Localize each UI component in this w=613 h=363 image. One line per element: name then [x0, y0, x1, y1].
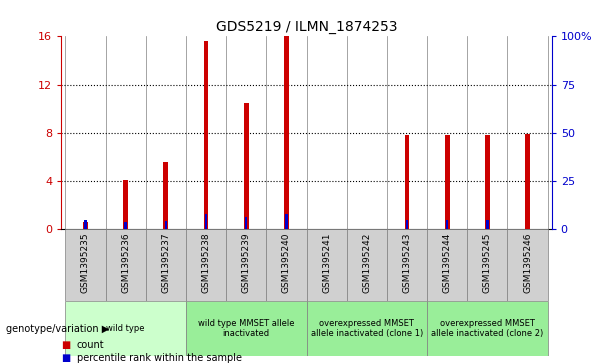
Text: GSM1395246: GSM1395246	[523, 233, 532, 293]
Text: GSM1395236: GSM1395236	[121, 233, 130, 293]
Bar	[405, 135, 409, 229]
Text: overexpressed MMSET
allele inactivated (clone 2): overexpressed MMSET allele inactivated (…	[432, 319, 544, 338]
Bar	[485, 135, 490, 229]
Bar	[245, 217, 248, 229]
Bar	[306, 302, 427, 356]
Text: GSM1395235: GSM1395235	[81, 233, 90, 293]
Text: GSM1395241: GSM1395241	[322, 233, 331, 293]
Text: count: count	[77, 340, 104, 350]
Text: wild type MMSET allele
inactivated: wild type MMSET allele inactivated	[198, 319, 294, 338]
Bar	[105, 229, 146, 302]
Bar	[445, 135, 449, 229]
Text: GSM1395242: GSM1395242	[362, 233, 371, 293]
Bar	[205, 214, 207, 229]
Title: GDS5219 / ILMN_1874253: GDS5219 / ILMN_1874253	[216, 20, 397, 34]
Bar	[123, 180, 128, 229]
Bar	[204, 41, 208, 229]
Bar	[226, 229, 266, 302]
Text: ■: ■	[61, 340, 70, 350]
Bar	[387, 229, 427, 302]
Bar	[66, 302, 186, 356]
Bar	[306, 229, 347, 302]
Text: ■: ■	[61, 352, 70, 363]
Bar	[83, 222, 88, 229]
Text: GSM1395243: GSM1395243	[403, 233, 411, 293]
Text: GSM1395240: GSM1395240	[282, 233, 291, 293]
Bar	[124, 222, 127, 229]
Bar	[486, 220, 489, 229]
Bar	[66, 229, 105, 302]
Text: genotype/variation ▶: genotype/variation ▶	[6, 324, 109, 334]
Bar	[186, 229, 226, 302]
Bar	[406, 220, 408, 229]
Text: wild type: wild type	[107, 324, 145, 333]
Bar	[165, 221, 167, 229]
Bar	[266, 229, 306, 302]
Bar	[446, 220, 448, 229]
Text: GSM1395237: GSM1395237	[161, 233, 170, 293]
Bar	[508, 229, 547, 302]
Bar	[285, 214, 287, 229]
Bar	[427, 229, 467, 302]
Text: GSM1395239: GSM1395239	[242, 233, 251, 293]
Text: GSM1395245: GSM1395245	[483, 233, 492, 293]
Bar	[467, 229, 508, 302]
Bar	[84, 220, 86, 229]
Bar	[427, 302, 547, 356]
Text: overexpressed MMSET
allele inactivated (clone 1): overexpressed MMSET allele inactivated (…	[311, 319, 423, 338]
Bar	[164, 162, 168, 229]
Text: GSM1395238: GSM1395238	[202, 233, 210, 293]
Bar	[284, 36, 289, 229]
Bar	[525, 134, 530, 229]
Text: percentile rank within the sample: percentile rank within the sample	[77, 352, 242, 363]
Text: GSM1395244: GSM1395244	[443, 233, 452, 293]
Bar	[146, 229, 186, 302]
Bar	[244, 103, 249, 229]
Bar	[347, 229, 387, 302]
Bar	[186, 302, 306, 356]
